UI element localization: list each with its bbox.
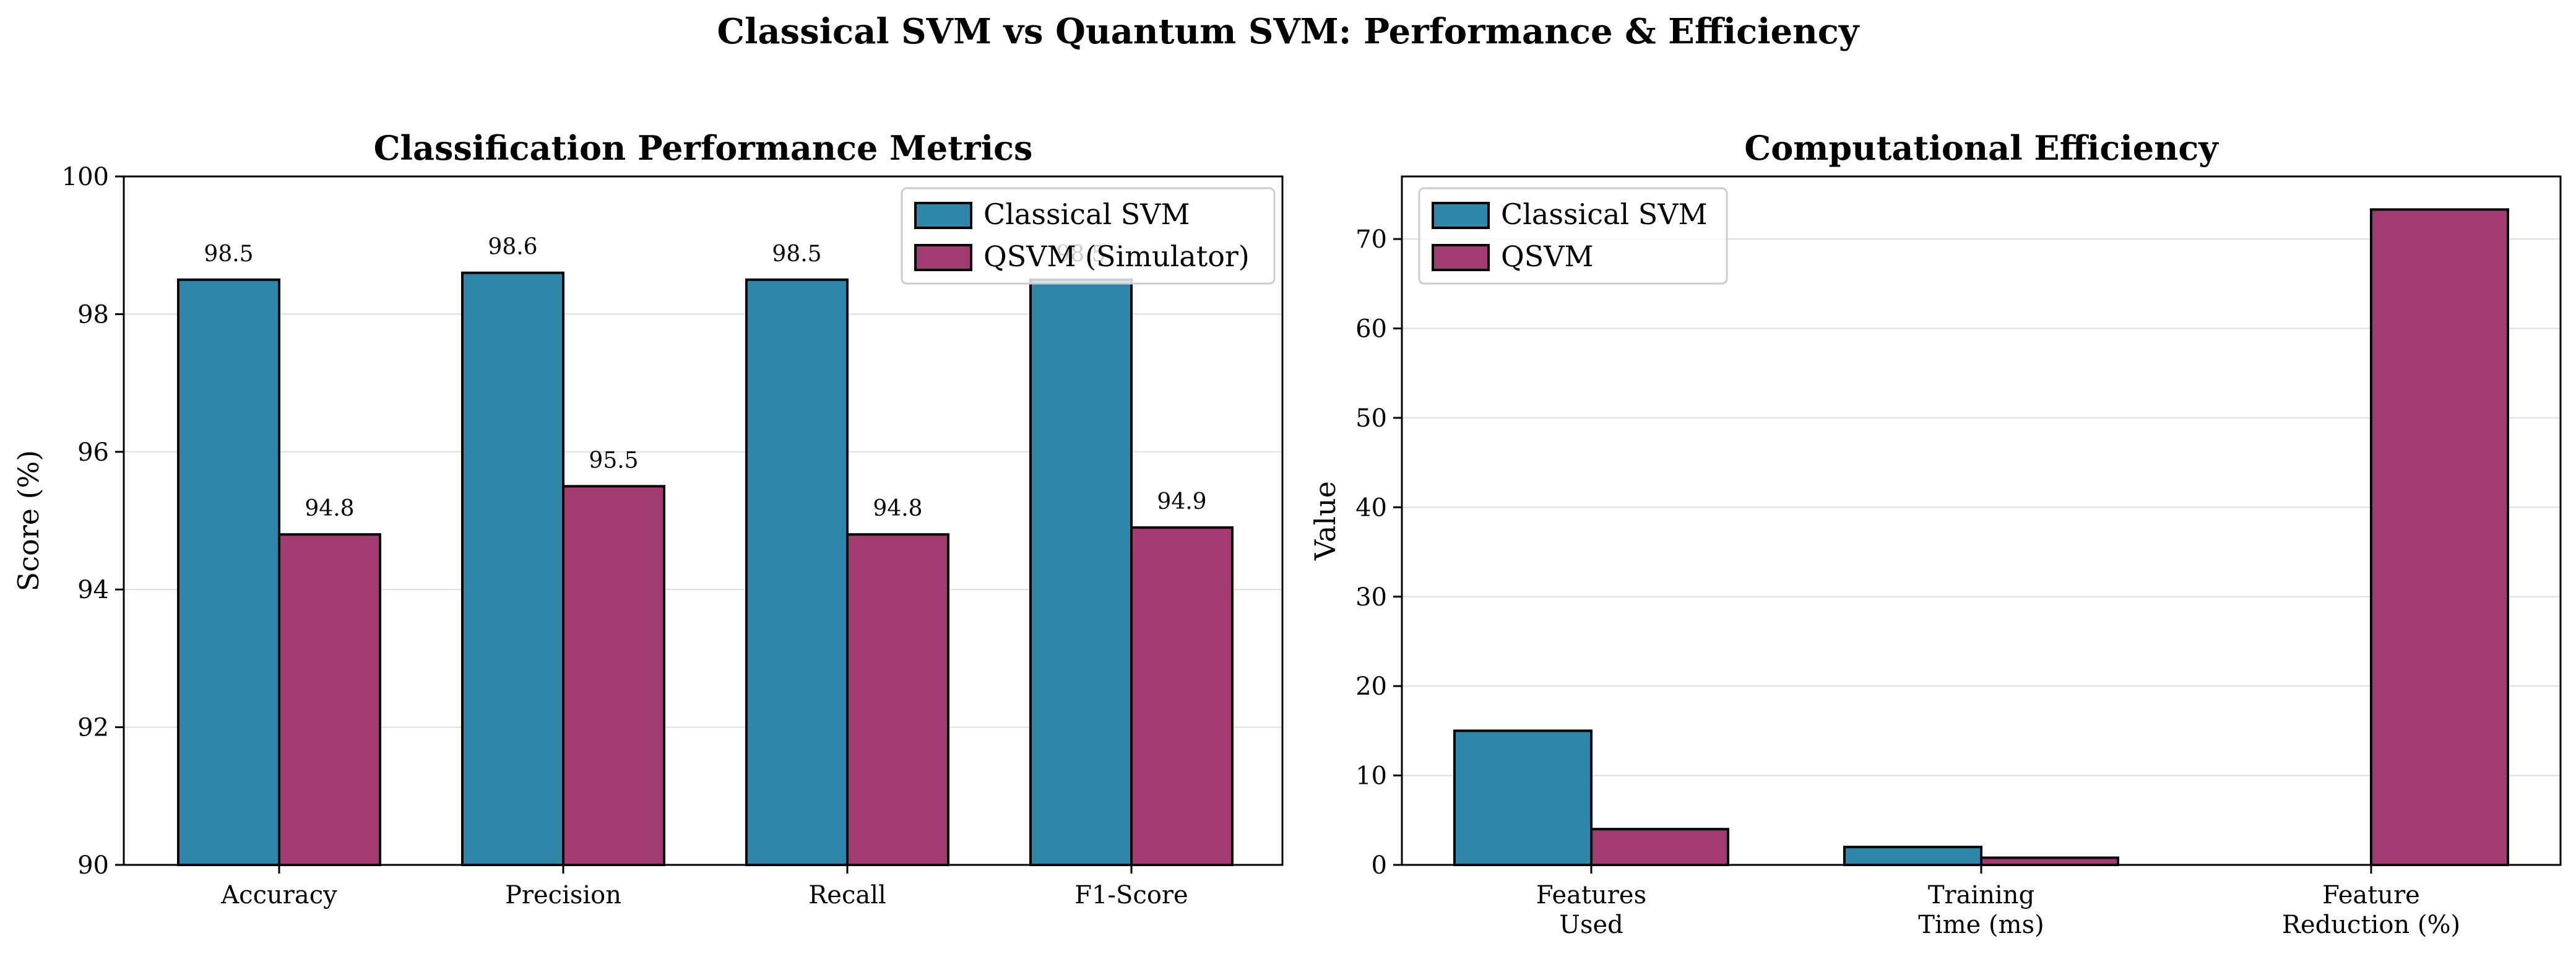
quantum-bar	[1980, 856, 2119, 867]
data-label: 98.5	[204, 241, 253, 267]
data-label: 94.9	[1157, 489, 1206, 514]
y-tick-label: 30	[1355, 583, 1387, 612]
y-tick-label: 60	[1355, 315, 1387, 344]
y-tick-label: 40	[1355, 493, 1387, 522]
y-tick-label: 96	[77, 438, 109, 467]
quantum-bar	[1590, 828, 1729, 866]
y-tick-label: 100	[62, 163, 109, 191]
legend-entry: Classical SVM	[983, 197, 1190, 231]
y-tick-label: 94	[77, 576, 109, 604]
quantum-bar	[1130, 526, 1234, 866]
axes-frame	[123, 175, 1284, 866]
legend-entry: Classical SVM	[1501, 197, 1708, 231]
figure-title: Classical SVM vs Quantum SVM: Performanc…	[717, 11, 1860, 52]
y-tick-label: 92	[77, 714, 109, 742]
legend-box	[1418, 187, 1728, 285]
y-tick-label: 98	[77, 300, 109, 329]
y-tick-label: 20	[1355, 672, 1387, 701]
y-tick-label: 90	[77, 851, 109, 880]
quantum-bar	[562, 485, 665, 866]
legend-swatch	[914, 202, 972, 229]
data-label: 98.5	[772, 241, 821, 267]
classical-bar	[177, 278, 280, 866]
legend-entry: QSVM (Simulator)	[983, 240, 1250, 273]
x-tick-label: Feature	[2322, 881, 2420, 909]
y-axis-label: Score (%)	[12, 450, 45, 591]
legend-swatch	[1432, 244, 1490, 271]
chart-title: Classification Performance Metrics	[374, 128, 1033, 168]
data-label: 94.8	[873, 496, 922, 521]
x-tick-label: Used	[1559, 911, 1623, 939]
x-tick-label: Recall	[808, 881, 886, 909]
x-tick-label: Reduction (%)	[2282, 911, 2460, 939]
classical-bar	[1843, 846, 1982, 867]
data-label: 95.5	[589, 448, 638, 473]
y-tick-label: 70	[1355, 225, 1387, 254]
performance-chart: 98.594.898.695.598.594.898.594.990929496…	[12, 128, 1284, 909]
classical-bar	[1029, 278, 1133, 866]
classical-bar	[461, 271, 564, 866]
y-tick-label: 0	[1372, 851, 1387, 880]
x-tick-label: Precision	[505, 881, 621, 909]
classical-bar	[1453, 729, 1593, 866]
data-label: 98.6	[488, 235, 537, 260]
legend-box	[901, 187, 1276, 285]
chart-title: Computational Efficiency	[1744, 128, 2219, 168]
y-tick-label: 10	[1355, 762, 1387, 791]
legend-swatch	[1432, 202, 1490, 229]
x-tick-label: Features	[1536, 881, 1646, 909]
legend: Classical SVM QSVM	[1418, 187, 1728, 285]
quantum-bar	[846, 533, 949, 866]
x-tick-label: F1-Score	[1074, 881, 1188, 909]
x-tick-label: Accuracy	[220, 881, 337, 909]
data-label: 94.8	[305, 496, 354, 521]
x-tick-label: Training	[1928, 881, 2034, 909]
quantum-bar	[2370, 208, 2509, 867]
legend-swatch	[914, 244, 972, 271]
quantum-bar	[278, 533, 381, 866]
legend-entry: QSVM	[1501, 240, 1594, 273]
classical-bar	[745, 278, 849, 866]
legend: Classical SVM QSVM (Simulator)	[901, 187, 1276, 285]
x-tick-label: Time (ms)	[1918, 911, 2044, 939]
y-tick-label: 50	[1355, 404, 1387, 433]
y-axis-label: Value	[1308, 481, 1342, 561]
